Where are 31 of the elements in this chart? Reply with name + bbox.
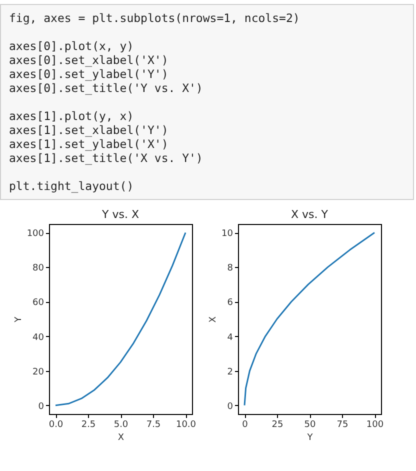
x-tick-label: 2.5 xyxy=(81,420,96,430)
y-axis-title: Y xyxy=(14,316,24,324)
x-axis-title: Y xyxy=(306,433,314,443)
line-series xyxy=(244,232,376,406)
x-tick-label: 100 xyxy=(366,420,384,430)
x-tick-label: 5.0 xyxy=(114,420,128,430)
chart-title: Y vs. X xyxy=(101,208,140,221)
x-tick-label: 7.5 xyxy=(146,420,161,430)
chart-title: X vs. Y xyxy=(291,208,328,221)
x-tick-label: 25 xyxy=(272,420,284,430)
y-tick-label: 4 xyxy=(227,332,234,343)
y-tick-label: 10 xyxy=(222,229,234,240)
x-tick-label: 50 xyxy=(304,420,316,430)
y-tick-label: 100 xyxy=(26,229,44,240)
x-tick-label: 0 xyxy=(242,420,248,430)
y-tick-label: 80 xyxy=(32,264,44,274)
y-tick-label: 60 xyxy=(32,298,44,308)
x-tick-label: 10.0 xyxy=(176,420,196,430)
y-tick-label: 2 xyxy=(227,367,233,378)
y-tick-label: 40 xyxy=(32,332,44,343)
y-tick-label: 20 xyxy=(32,367,44,378)
y-axis-title: X xyxy=(208,316,219,323)
y-tick-label: 0 xyxy=(227,402,234,412)
x-tick-label: 75 xyxy=(336,420,348,430)
y-tick-label: 6 xyxy=(227,298,234,308)
line-series xyxy=(54,232,186,406)
text: fig, axes = plt.subplots(nrows=1, ncols=2) axes[0].plot(x, y) axes[0].set_xlabel('X') axes[0].set_ylabel('Y') axes[0].set_title('Y vs. X') axes[1].plot(y, x) axes[1].set_xlabel('Y') axes[1].set_ylabel('X') axes[1].set_title('X vs. Y') plt.tight_layout() xyxy=(9,11,300,193)
x-axis-title: X xyxy=(118,433,124,443)
y-tick-label: 0 xyxy=(38,402,44,412)
y-tick-label: 8 xyxy=(227,264,234,274)
x-tick-label: 0.0 xyxy=(48,420,64,430)
